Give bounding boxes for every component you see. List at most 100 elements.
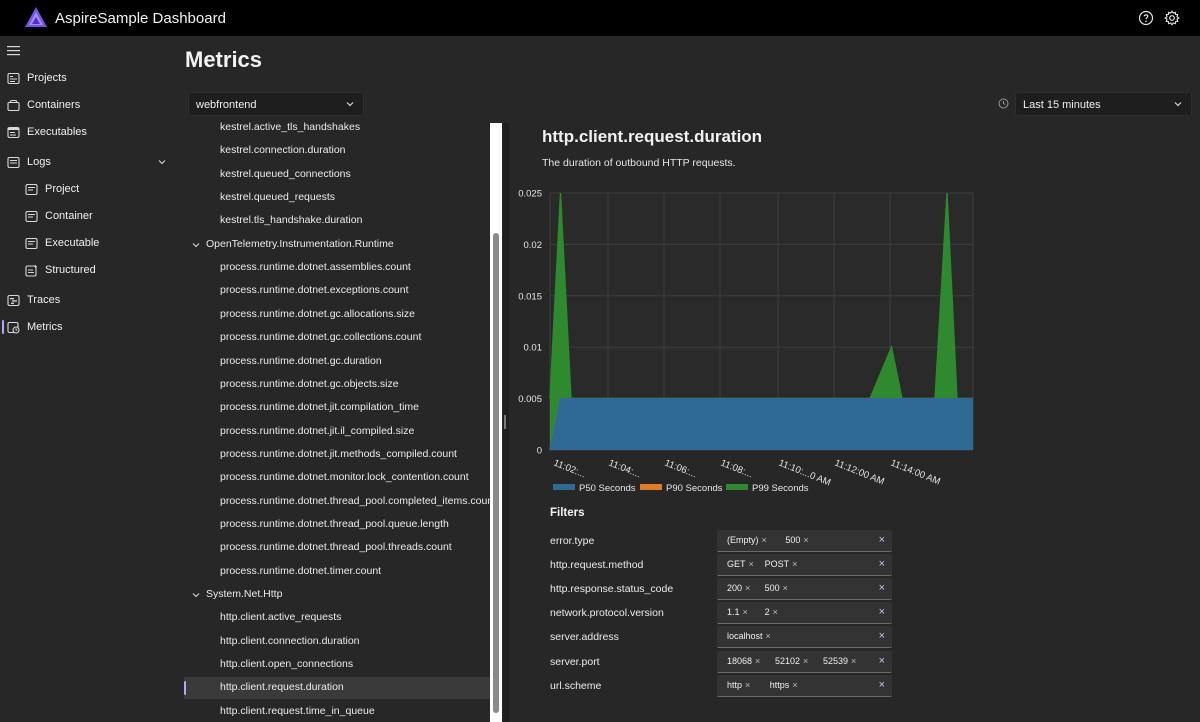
- sidebar-item-logs-executable[interactable]: Executable: [0, 231, 174, 255]
- active-indicator: [2, 320, 4, 334]
- tree-metric-row[interactable]: process.runtime.dotnet.jit.compilation_t…: [184, 397, 490, 419]
- sidebar-item-metrics[interactable]: Metrics: [0, 315, 174, 339]
- x-tick-label: 11:14:00 AM: [889, 458, 942, 488]
- time-range-select-value: Last 15 minutes: [1023, 99, 1101, 111]
- remove-chip-icon[interactable]: ×: [745, 679, 751, 690]
- container-log-icon: [25, 210, 38, 222]
- sidebar-item-label: Executable: [45, 237, 100, 249]
- remove-chip-icon[interactable]: ×: [745, 583, 751, 594]
- sidebar-item-projects[interactable]: Projects: [0, 66, 174, 90]
- filter-chip-label: localhost: [727, 631, 763, 642]
- remove-chip-icon[interactable]: ×: [742, 607, 748, 618]
- filter-value-picker[interactable]: (Empty) × 500 × ×: [717, 530, 892, 552]
- scrollbar-thumb[interactable]: [493, 233, 499, 713]
- executables-icon: [7, 126, 20, 138]
- filter-value-picker[interactable]: 18068 × 52102 × 52539 × ×: [717, 650, 892, 673]
- tree-metric-row[interactable]: process.runtime.dotnet.gc.allocations.si…: [184, 304, 490, 326]
- sidebar-item-logs-structured[interactable]: Structured: [0, 258, 174, 282]
- tree-metric-row[interactable]: kestrel.queued_connections: [184, 164, 490, 186]
- chevron-down-icon[interactable]: [158, 158, 166, 166]
- sidebar-item-logs-project[interactable]: Project: [0, 177, 174, 201]
- tree-group-row[interactable]: System.Net.Http: [184, 584, 490, 606]
- metrics-tree: kestrel.active_tls_handshakes kestrel.con…: [184, 121, 490, 722]
- sidebar-item-label: Projects: [27, 72, 67, 84]
- remove-chip-icon[interactable]: ×: [803, 655, 809, 666]
- filter-row: error.type (Empty) × 500 × ×: [550, 530, 892, 552]
- tree-metric-row[interactable]: process.runtime.dotnet.gc.collections.co…: [184, 327, 490, 349]
- metrics-icon: [7, 321, 20, 334]
- remove-chip-icon[interactable]: ×: [772, 607, 778, 618]
- filter-value-picker[interactable]: localhost × ×: [717, 626, 892, 649]
- remove-chip-icon[interactable]: ×: [851, 655, 857, 666]
- remove-chip-icon[interactable]: ×: [765, 631, 771, 642]
- menu-hamburger-icon[interactable]: [7, 45, 20, 56]
- tree-metric-row[interactable]: process.runtime.dotnet.jit.methods_compi…: [184, 444, 490, 466]
- tree-metric-row[interactable]: http.client.open_connections: [184, 654, 490, 676]
- sidebar-item-label: Project: [45, 183, 80, 195]
- clear-filter-icon[interactable]: ×: [878, 654, 885, 667]
- clear-filter-icon[interactable]: ×: [878, 606, 885, 619]
- time-range-select[interactable]: Last 15 minutes: [1015, 92, 1192, 116]
- tree-row-label: kestrel.queued_requests: [220, 191, 335, 204]
- filter-value-picker[interactable]: GET × POST × ×: [717, 554, 892, 577]
- tree-row-label: http.client.connection.duration: [220, 634, 360, 647]
- splitter-grip[interactable]: [504, 415, 506, 429]
- tree-metric-row[interactable]: http.client.request.time_in_queue: [184, 701, 490, 722]
- sidebar-item-containers[interactable]: Containers: [0, 93, 174, 117]
- chevron-down-icon[interactable]: [192, 241, 200, 249]
- filter-value-picker[interactable]: http × https × ×: [717, 674, 892, 697]
- tree-metric-row[interactable]: process.runtime.dotnet.thread_pool.queue…: [184, 514, 490, 536]
- tree-scrollbar[interactable]: [490, 123, 502, 722]
- sidebar-item-logs[interactable]: Logs: [0, 150, 174, 174]
- filter-value-picker[interactable]: 1.1 × 2 × ×: [717, 602, 892, 625]
- resource-select[interactable]: webfrontend: [188, 92, 364, 116]
- remove-chip-icon[interactable]: ×: [792, 559, 798, 570]
- tree-metric-row[interactable]: process.runtime.dotnet.assemblies.count: [184, 257, 490, 279]
- filter-name: http.response.status_code: [550, 583, 674, 596]
- sidebar-item-traces[interactable]: Traces: [0, 288, 174, 312]
- tree-metric-row[interactable]: http.client.request.duration: [184, 677, 490, 700]
- projects-icon: [7, 72, 20, 84]
- p50-series-area: [550, 398, 973, 450]
- clear-filter-icon[interactable]: ×: [878, 534, 885, 546]
- tree-metric-row[interactable]: kestrel.tls_handshake.duration: [184, 210, 490, 232]
- sidebar-item-executables[interactable]: Executables: [0, 120, 174, 144]
- tree-metric-row[interactable]: process.runtime.dotnet.thread_pool.compl…: [184, 491, 490, 513]
- filter-chip: 18068 ×: [727, 656, 760, 666]
- tree-metric-row[interactable]: http.client.connection.duration: [184, 631, 490, 653]
- tree-metric-row[interactable]: process.runtime.dotnet.exceptions.count: [184, 280, 490, 302]
- tree-metric-row[interactable]: process.runtime.dotnet.monitor.lock_cont…: [184, 467, 490, 489]
- filter-value-picker[interactable]: 200 × 500 × ×: [717, 578, 892, 601]
- filter-chip-label: GET: [727, 559, 746, 570]
- x-tick-label: 11:06:...: [663, 458, 698, 481]
- remove-chip-icon[interactable]: ×: [782, 583, 788, 594]
- sidebar-item-label: Logs: [27, 156, 51, 168]
- remove-chip-icon[interactable]: ×: [792, 679, 798, 690]
- clear-filter-icon[interactable]: ×: [878, 678, 885, 691]
- clear-filter-icon[interactable]: ×: [878, 582, 885, 595]
- clear-filter-icon[interactable]: ×: [878, 630, 885, 643]
- tree-metric-row[interactable]: kestrel.active_tls_handshakes: [184, 121, 490, 139]
- y-tick-label: 0.015: [518, 291, 542, 302]
- tree-group-row[interactable]: OpenTelemetry.Instrumentation.Runtime: [184, 234, 490, 256]
- remove-chip-icon[interactable]: ×: [755, 655, 761, 666]
- tree-metric-row[interactable]: process.runtime.dotnet.gc.objects.size: [184, 374, 490, 396]
- sidebar-item-logs-container[interactable]: Container: [0, 204, 174, 228]
- clear-filter-icon[interactable]: ×: [878, 558, 885, 571]
- tree-metric-row[interactable]: kestrel.connection.duration: [184, 140, 490, 162]
- tree-metric-row[interactable]: process.runtime.dotnet.thread_pool.threa…: [184, 537, 490, 559]
- remove-chip-icon[interactable]: ×: [761, 535, 767, 545]
- filter-chip-label: POST: [764, 559, 790, 570]
- tree-metric-row[interactable]: process.runtime.dotnet.jit.il_compiled.s…: [184, 421, 490, 443]
- tree-metric-row[interactable]: http.client.active_requests: [184, 607, 490, 629]
- settings-gear-icon[interactable]: [1164, 10, 1180, 26]
- filter-row: url.scheme http × https × ×: [550, 674, 892, 697]
- tree-metric-row[interactable]: process.runtime.dotnet.gc.duration: [184, 351, 490, 373]
- remove-chip-icon[interactable]: ×: [748, 559, 754, 570]
- remove-chip-icon[interactable]: ×: [803, 535, 809, 545]
- tree-metric-row[interactable]: kestrel.queued_requests: [184, 187, 490, 209]
- chevron-down-icon[interactable]: [192, 591, 200, 599]
- tree-metric-row[interactable]: process.runtime.dotnet.timer.count: [184, 561, 490, 583]
- panel-splitter[interactable]: [503, 123, 509, 722]
- help-icon[interactable]: [1138, 10, 1154, 26]
